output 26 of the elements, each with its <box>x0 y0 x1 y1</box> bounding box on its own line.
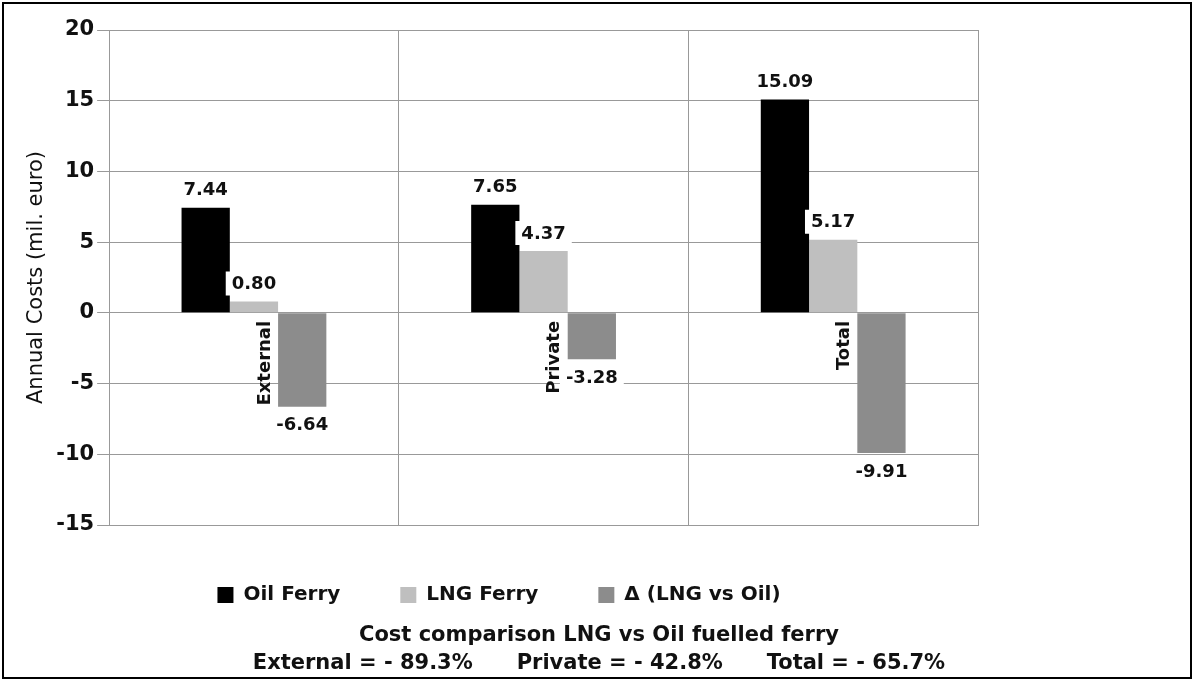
y-tick-label: -10 <box>56 440 95 465</box>
data-label: -6.64 <box>276 413 329 435</box>
data-label: 7.44 <box>183 178 228 200</box>
data-label: 15.09 <box>756 70 814 92</box>
y-tick-label: 15 <box>64 87 95 112</box>
x-tick-label: External <box>252 320 274 406</box>
data-label: 5.17 <box>810 210 856 232</box>
legend-label: LNG Ferry <box>426 581 539 606</box>
text: Cost comparison LNG vs Oil fuelled ferry <box>357 622 840 646</box>
x-tick-label: Private <box>542 320 564 394</box>
data-label: 4.37 <box>521 221 566 243</box>
y-axis-title: Annual Costs (mil. euro) <box>23 150 48 405</box>
legend-label: Δ (LNG vs Oil) <box>624 581 781 606</box>
y-tick-label: 20 <box>64 16 95 41</box>
x-tick-label: Total <box>832 320 853 371</box>
legend-label: Oil Ferry <box>243 581 341 606</box>
data-label: 0.80 <box>231 272 277 294</box>
y-tick-label: -15 <box>56 511 95 536</box>
y-tick-label: 0 <box>79 299 95 324</box>
data-label: 7.65 <box>473 175 518 197</box>
y-tick-label: 10 <box>64 157 95 182</box>
text: External = - 89.3% Private = - 42.8% Total = - 65.7% <box>251 650 947 674</box>
data-label: -3.28 <box>565 365 618 387</box>
y-tick-label: -5 <box>70 370 95 395</box>
data-label: -9.91 <box>855 459 908 481</box>
y-tick-label: 5 <box>79 228 95 253</box>
